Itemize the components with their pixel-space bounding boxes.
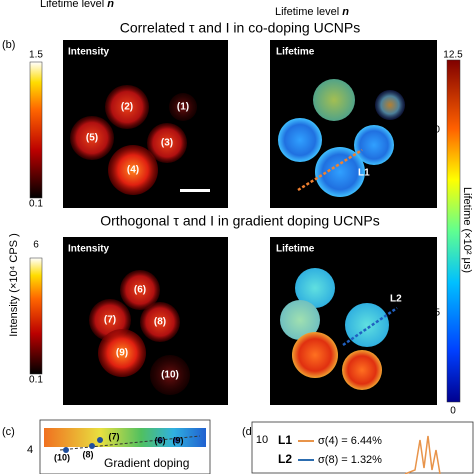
plot-frame (251, 421, 474, 474)
particle (295, 268, 335, 308)
colorbar (446, 59, 461, 403)
particle (147, 123, 187, 163)
particle (150, 355, 190, 395)
curve (404, 435, 441, 474)
y-tick-label: 10 (256, 434, 268, 446)
point (157, 437, 163, 443)
particle-label: (9) (116, 348, 128, 359)
colorbar-tick: 5 (434, 308, 440, 319)
particle-label: (3) (161, 138, 173, 149)
particle (108, 145, 158, 195)
image-title: Intensity (68, 47, 110, 58)
point (97, 437, 103, 443)
colorbar-tick: 0 (450, 406, 456, 417)
row-title: Orthogonal τ and I in gradient doping UC… (100, 213, 379, 229)
particle (105, 85, 149, 129)
color-strip (44, 428, 206, 447)
point (173, 437, 179, 443)
particle (98, 329, 146, 377)
particle (140, 302, 180, 342)
particle (278, 118, 322, 162)
particle (313, 79, 355, 121)
image-title: Lifetime (276, 47, 315, 58)
point-label: (10) (54, 452, 70, 462)
particle-label: (8) (154, 317, 166, 328)
profile-line (342, 306, 398, 347)
colorbar-tick: 1.5 (29, 50, 43, 61)
image-title: Lifetime (276, 244, 315, 255)
y-tick-label: 4 (27, 444, 33, 456)
legend-text: σ(8) = 1.32% (318, 454, 382, 466)
particle (120, 270, 160, 310)
point (89, 443, 95, 449)
particle-label: (1) (177, 102, 189, 113)
colorbar-tick: 6 (33, 240, 39, 251)
particle-label: (10) (161, 370, 179, 381)
particle-label: (7) (104, 315, 116, 326)
particle (315, 147, 365, 197)
profile-line (297, 148, 363, 192)
line-label: L2 (390, 294, 402, 305)
particle (70, 116, 114, 160)
particle-label: (6) (134, 285, 146, 296)
colorbar-tick: 0.1 (29, 375, 43, 386)
particle (169, 93, 197, 121)
particle (342, 350, 382, 390)
particle (292, 332, 338, 378)
particle (375, 90, 405, 120)
point (63, 447, 69, 453)
legend-name: L1 (278, 433, 292, 447)
caption: Lifetime level n (275, 6, 349, 18)
caption: Lifetime level n (40, 0, 114, 10)
scale-bar (180, 189, 210, 192)
particle (280, 300, 320, 340)
particle-label: (4) (127, 165, 139, 176)
particle-label: (2) (121, 102, 133, 113)
panel-label: (b) (2, 39, 15, 51)
point-label: (8) (83, 449, 94, 459)
line-label: L1 (358, 168, 370, 179)
legend: Gradient doping (104, 456, 189, 470)
legend-text: σ(4) = 6.44% (318, 435, 382, 447)
point-label: (9) (173, 435, 184, 445)
particle-label: (5) (86, 133, 98, 144)
image-title: Intensity (68, 244, 110, 255)
axis-label: Lifetime (×10² μs) (461, 187, 473, 273)
colorbar (29, 61, 43, 199)
legend-name: L2 (278, 452, 292, 466)
colorbar (29, 257, 43, 375)
axis-label: Intensity (×10⁴ CPS ) (8, 233, 20, 336)
particle (354, 125, 394, 165)
row-title: Correlated τ and I in co-doping UCNPs (120, 20, 361, 36)
point-label: (7) (109, 431, 120, 441)
colorbar-tick: 0.1 (29, 199, 43, 210)
particle (345, 303, 389, 347)
point-label: (6) (155, 435, 166, 445)
colorbar-tick: 12.5 (443, 50, 463, 61)
panel-label: (c) (2, 426, 15, 438)
